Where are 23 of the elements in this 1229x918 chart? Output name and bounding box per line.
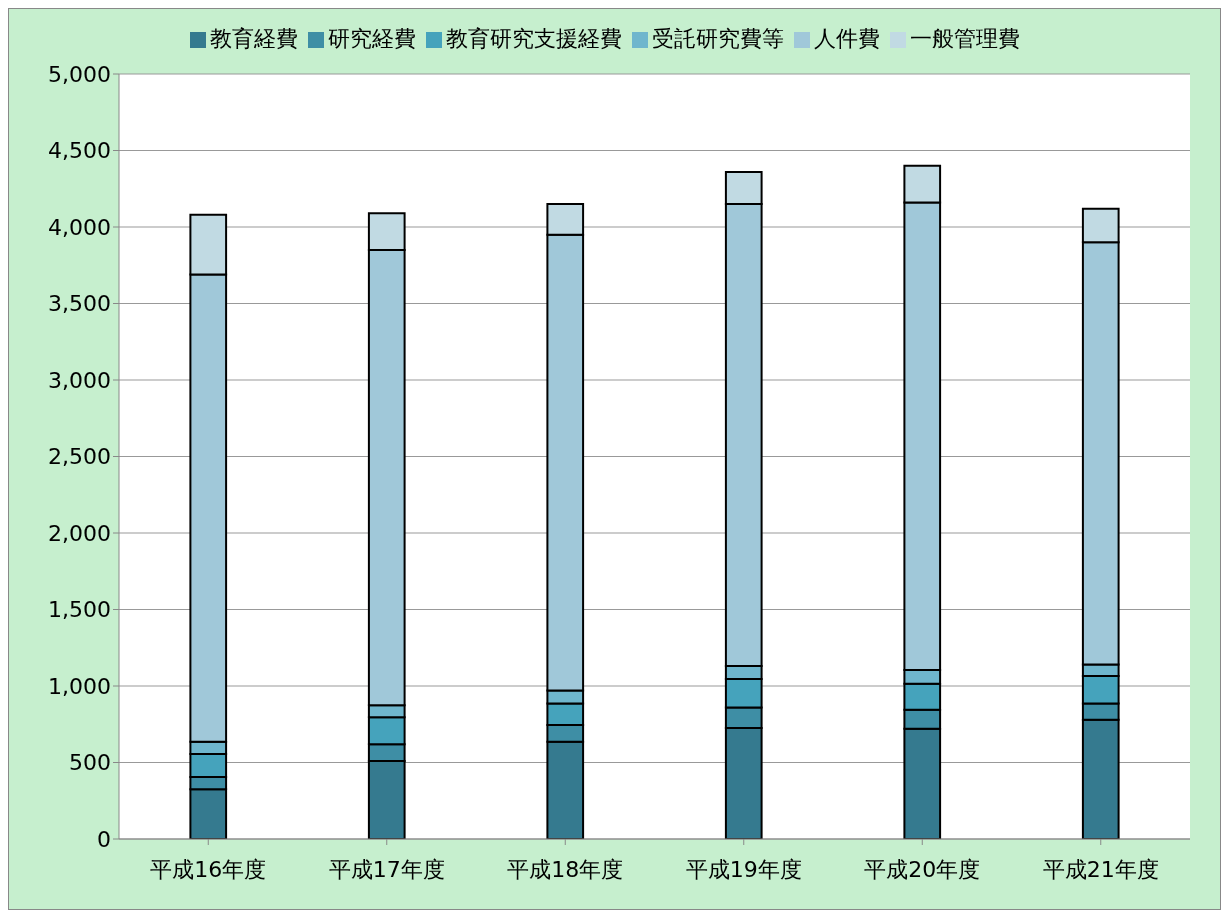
y-tick-label: 2,500 xyxy=(48,444,111,470)
x-tick-label: 平成21年度 xyxy=(1042,856,1159,882)
y-tick-label: 1,500 xyxy=(48,597,111,623)
y-tick-label: 1,000 xyxy=(48,673,111,699)
y-tick-label: 3,500 xyxy=(48,291,111,317)
y-tick-label: 4,500 xyxy=(48,138,111,164)
legend-label: 一般管理費 xyxy=(909,26,1020,51)
x-tick-label: 平成16年度 xyxy=(150,856,267,882)
y-tick-label: 3,000 xyxy=(48,367,111,393)
x-tick-label: 平成19年度 xyxy=(685,856,802,882)
legend-label: 教育経費 xyxy=(209,26,298,51)
y-tick-label: 5,000 xyxy=(48,61,111,87)
x-tick-label: 平成18年度 xyxy=(507,856,624,882)
legend-label: 人件費 xyxy=(813,26,880,51)
legend-label: 教育研究支援経費 xyxy=(445,26,622,51)
legend-label: 研究経費 xyxy=(327,26,416,51)
x-tick-label: 平成17年度 xyxy=(328,856,445,882)
y-tick-label: 2,000 xyxy=(48,520,111,546)
y-tick-label: 4,000 xyxy=(48,214,111,240)
y-tick-label: 0 xyxy=(97,826,111,852)
legend-label: 受託研究費等 xyxy=(651,26,784,51)
x-tick-label: 平成20年度 xyxy=(864,856,981,882)
y-tick-label: 500 xyxy=(69,750,111,776)
